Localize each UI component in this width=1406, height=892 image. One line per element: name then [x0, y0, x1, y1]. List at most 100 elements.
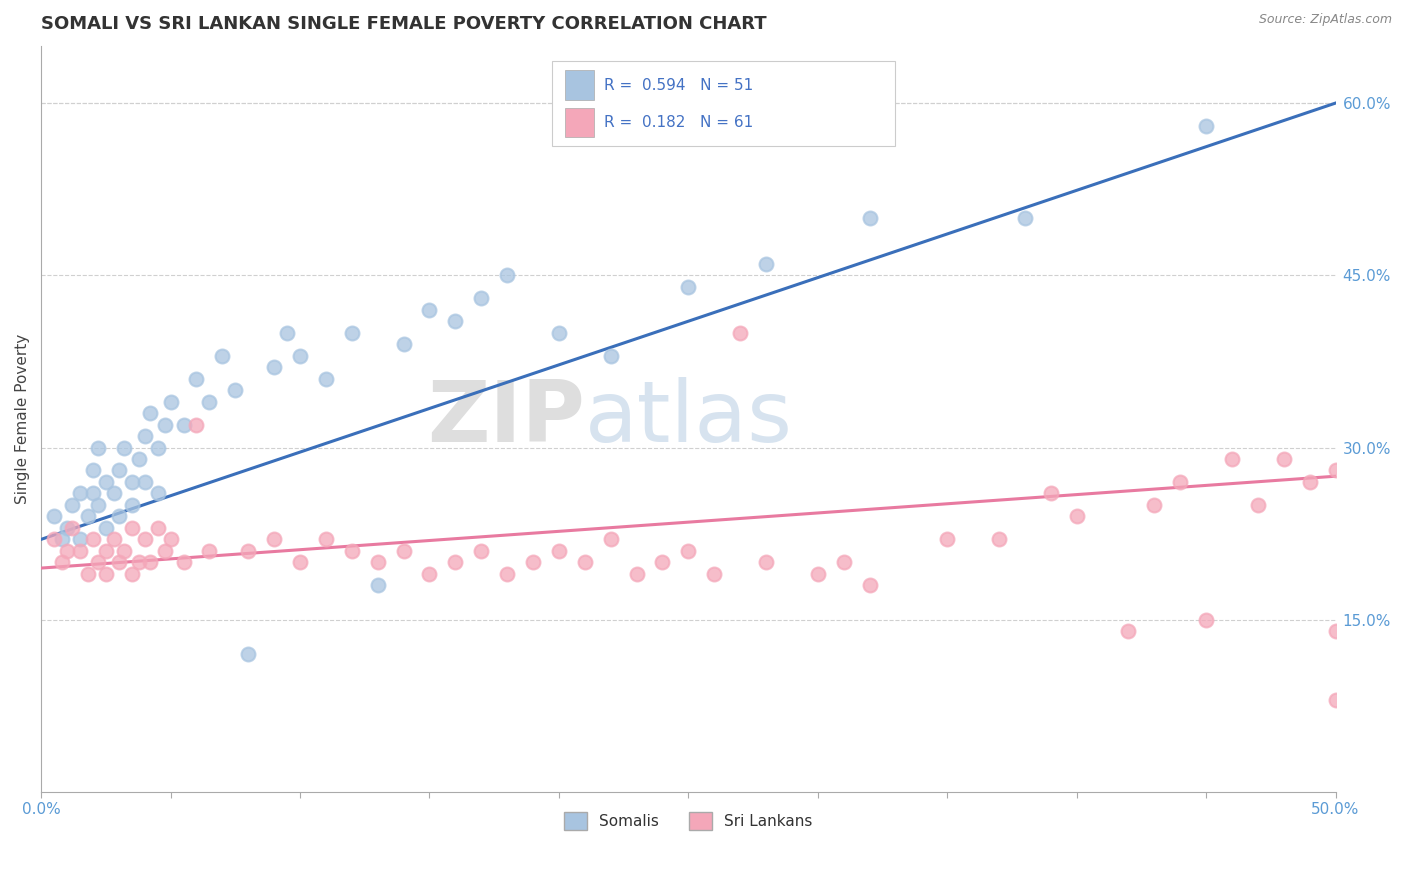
Point: [173, 417, 195, 432]
Point: [87, 498, 110, 512]
Point: [1324, 463, 1347, 477]
Point: [1195, 119, 1218, 133]
Point: [340, 326, 363, 340]
Point: [548, 326, 571, 340]
Point: [703, 566, 725, 581]
Point: [82, 463, 104, 477]
Point: [496, 268, 519, 283]
Point: [238, 544, 260, 558]
Point: [678, 279, 700, 293]
Point: [87, 441, 110, 455]
Point: [288, 349, 311, 363]
Point: [392, 337, 415, 351]
Text: R =  0.182   N = 61: R = 0.182 N = 61: [605, 115, 754, 130]
Text: ZIP: ZIP: [427, 377, 585, 460]
Point: [107, 509, 129, 524]
Point: [107, 555, 129, 569]
Point: [1014, 211, 1036, 225]
Point: [522, 555, 544, 569]
Point: [1324, 624, 1347, 639]
Point: [599, 349, 621, 363]
Point: [1324, 693, 1347, 707]
Point: [224, 383, 246, 397]
Point: [134, 533, 156, 547]
Point: [470, 291, 492, 305]
Point: [367, 578, 389, 592]
Point: [211, 349, 233, 363]
Point: [146, 521, 169, 535]
Point: [107, 463, 129, 477]
Point: [76, 566, 98, 581]
Point: [1247, 498, 1270, 512]
Point: [1220, 452, 1243, 467]
Point: [146, 486, 169, 500]
Point: [626, 566, 648, 581]
FancyBboxPatch shape: [553, 61, 896, 146]
Point: [936, 533, 959, 547]
Point: [69, 544, 91, 558]
Point: [121, 498, 143, 512]
Point: [51, 555, 73, 569]
Point: [444, 314, 467, 328]
Point: [60, 498, 83, 512]
Point: [263, 533, 285, 547]
Y-axis label: Single Female Poverty: Single Female Poverty: [15, 334, 30, 504]
Point: [238, 647, 260, 661]
Point: [315, 533, 337, 547]
Text: atlas: atlas: [585, 377, 793, 460]
Point: [728, 326, 751, 340]
Point: [159, 533, 181, 547]
Point: [807, 566, 830, 581]
Point: [56, 544, 79, 558]
Point: [470, 544, 492, 558]
Point: [315, 371, 337, 385]
Point: [496, 566, 519, 581]
Point: [173, 555, 195, 569]
Point: [198, 544, 221, 558]
Point: [858, 211, 880, 225]
Point: [1168, 475, 1191, 489]
Point: [1118, 624, 1140, 639]
Point: [755, 257, 778, 271]
Point: [198, 394, 221, 409]
Text: R =  0.594   N = 51: R = 0.594 N = 51: [605, 78, 754, 93]
Point: [134, 429, 156, 443]
Point: [186, 371, 208, 385]
Point: [69, 486, 91, 500]
Point: [418, 566, 440, 581]
Point: [678, 544, 700, 558]
Point: [128, 452, 150, 467]
Point: [599, 533, 621, 547]
Point: [1143, 498, 1166, 512]
Point: [1272, 452, 1295, 467]
Point: [121, 521, 143, 535]
Point: [103, 486, 125, 500]
Point: [548, 544, 571, 558]
Point: [288, 555, 311, 569]
Point: [94, 521, 117, 535]
Point: [51, 533, 73, 547]
Point: [76, 509, 98, 524]
Point: [87, 555, 110, 569]
Point: [82, 486, 104, 500]
Point: [121, 475, 143, 489]
Point: [1298, 475, 1320, 489]
Point: [42, 533, 65, 547]
Point: [651, 555, 673, 569]
Point: [263, 360, 285, 375]
Point: [574, 555, 596, 569]
Point: [103, 533, 125, 547]
Point: [444, 555, 467, 569]
Point: [56, 521, 79, 535]
Point: [392, 544, 415, 558]
Point: [139, 406, 162, 420]
Point: [1195, 613, 1218, 627]
Point: [69, 533, 91, 547]
Point: [1039, 486, 1062, 500]
Point: [186, 417, 208, 432]
Point: [139, 555, 162, 569]
Point: [134, 475, 156, 489]
Point: [94, 475, 117, 489]
Point: [858, 578, 880, 592]
Point: [146, 441, 169, 455]
